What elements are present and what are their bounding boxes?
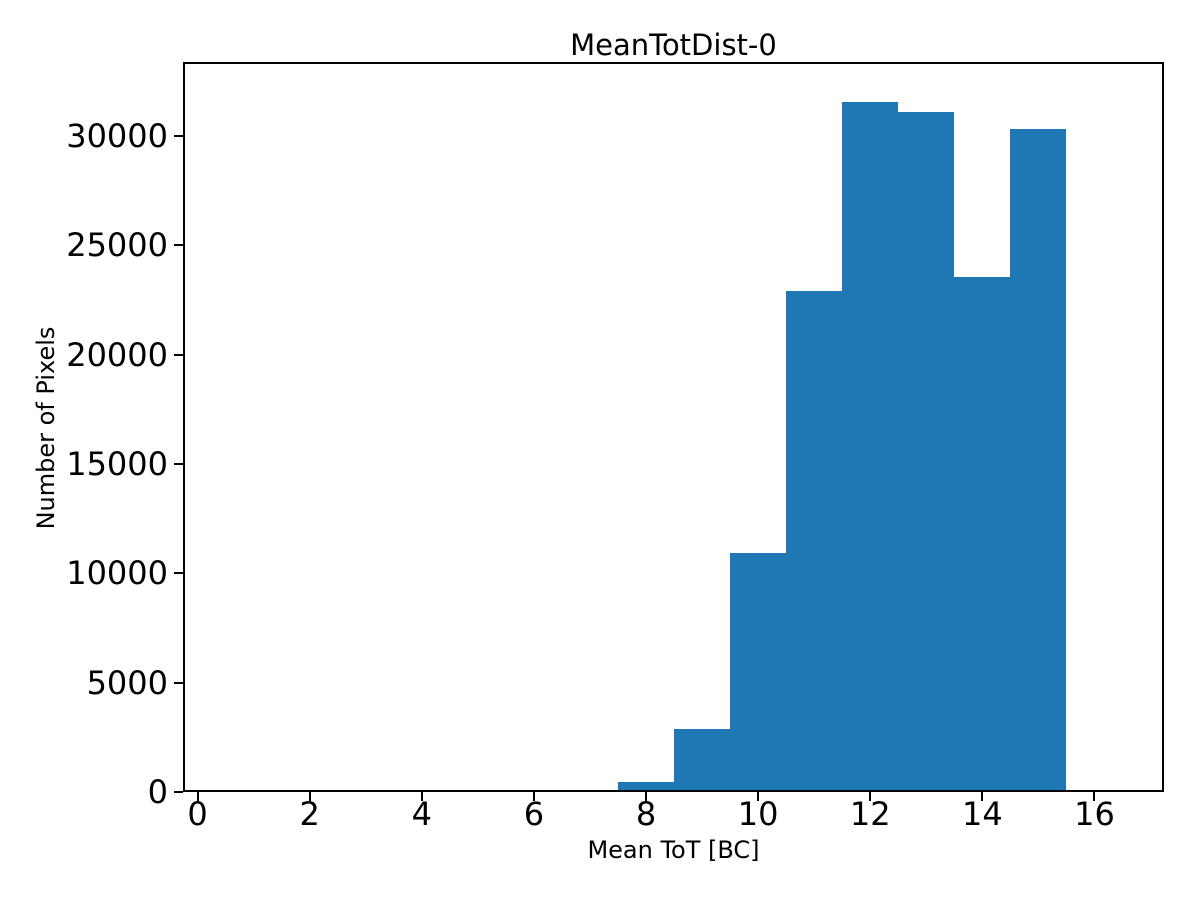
- x-tick-mark: [1093, 792, 1096, 801]
- x-tick-label: 2: [299, 795, 320, 833]
- x-tick-mark: [308, 792, 311, 801]
- x-tick-mark: [420, 792, 423, 801]
- x-tick-mark: [981, 792, 984, 801]
- y-tick-mark: [174, 353, 183, 356]
- y-tick-label: 15000: [66, 444, 168, 483]
- histogram-bar: [954, 277, 1011, 792]
- x-tick-label: 14: [962, 795, 1003, 833]
- histogram-bar: [1010, 128, 1067, 792]
- histogram-bar: [898, 111, 955, 792]
- y-tick-label: 30000: [66, 116, 168, 155]
- x-tick-mark: [757, 792, 760, 801]
- y-tick-mark: [174, 134, 183, 137]
- x-tick-label: 0: [187, 795, 208, 833]
- y-tick-label: 25000: [66, 226, 168, 265]
- x-tick-label: 4: [411, 795, 432, 833]
- x-tick-mark: [196, 792, 199, 801]
- x-tick-label: 10: [737, 795, 779, 833]
- x-tick-mark: [645, 792, 648, 801]
- y-tick-mark: [174, 462, 183, 465]
- histogram-bar: [674, 729, 731, 792]
- x-axis-label: Mean ToT [BC]: [587, 836, 760, 864]
- histogram-bar: [730, 552, 787, 792]
- y-tick-label: 5000: [86, 663, 168, 702]
- y-tick-label: 10000: [66, 554, 168, 593]
- x-tick-label: 12: [849, 795, 891, 833]
- x-tick-label: 8: [635, 795, 657, 833]
- histogram-bar: [786, 290, 843, 792]
- histogram-bar: [561, 789, 618, 792]
- y-tick-label: 20000: [66, 335, 168, 374]
- y-tick-mark: [174, 244, 183, 247]
- y-tick-mark: [174, 681, 183, 684]
- chart-title: MeanTotDist-0: [570, 28, 777, 62]
- y-tick-mark: [174, 791, 183, 793]
- histogram-bar: [618, 781, 675, 792]
- histogram-bar: [842, 102, 899, 792]
- y-tick-label: 0: [147, 773, 168, 811]
- x-tick-mark: [532, 792, 535, 801]
- x-tick-label: 16: [1074, 795, 1115, 833]
- x-tick-mark: [869, 792, 872, 801]
- y-tick-mark: [174, 572, 183, 575]
- x-tick-label: 6: [523, 795, 545, 833]
